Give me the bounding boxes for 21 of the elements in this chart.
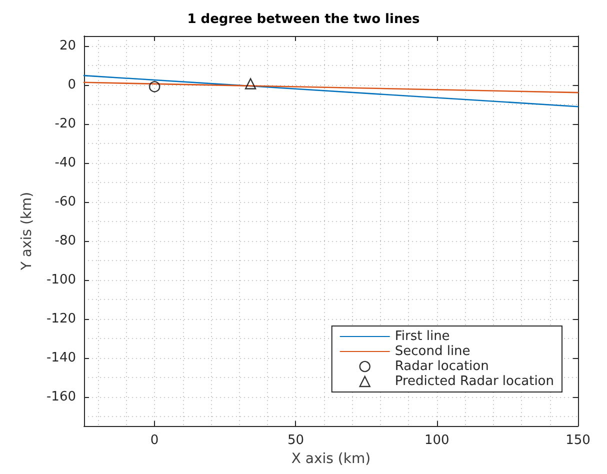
legend-label: Radar location — [394, 359, 489, 374]
x-tick-label: 0 — [150, 433, 159, 448]
y-tick-label: 0 — [68, 77, 76, 92]
x-tick-label: 150 — [566, 433, 590, 448]
x-axis-title: X axis (km) — [291, 450, 371, 467]
y-tick-label: -40 — [54, 155, 76, 170]
legend-label: Second line — [394, 344, 470, 359]
y-tick-label: -60 — [54, 194, 76, 210]
legend-label: First line — [394, 329, 450, 344]
y-axis-title: Y axis (km) — [19, 192, 35, 272]
y-tick-label: -100 — [46, 272, 76, 288]
y-tick-label: -120 — [46, 311, 76, 326]
x-tick-label: 100 — [424, 433, 450, 448]
chart-title: 1 degree between the two lines — [187, 12, 420, 27]
y-tick-label: -20 — [54, 116, 76, 132]
y-tick-label: -160 — [46, 389, 76, 404]
legend-label: Predicted Radar location — [394, 374, 554, 389]
y-tick-label: -80 — [54, 233, 76, 248]
x-tick-label: 50 — [287, 433, 304, 448]
y-tick-label: 20 — [59, 38, 76, 54]
y-tick-label: -140 — [46, 350, 76, 366]
